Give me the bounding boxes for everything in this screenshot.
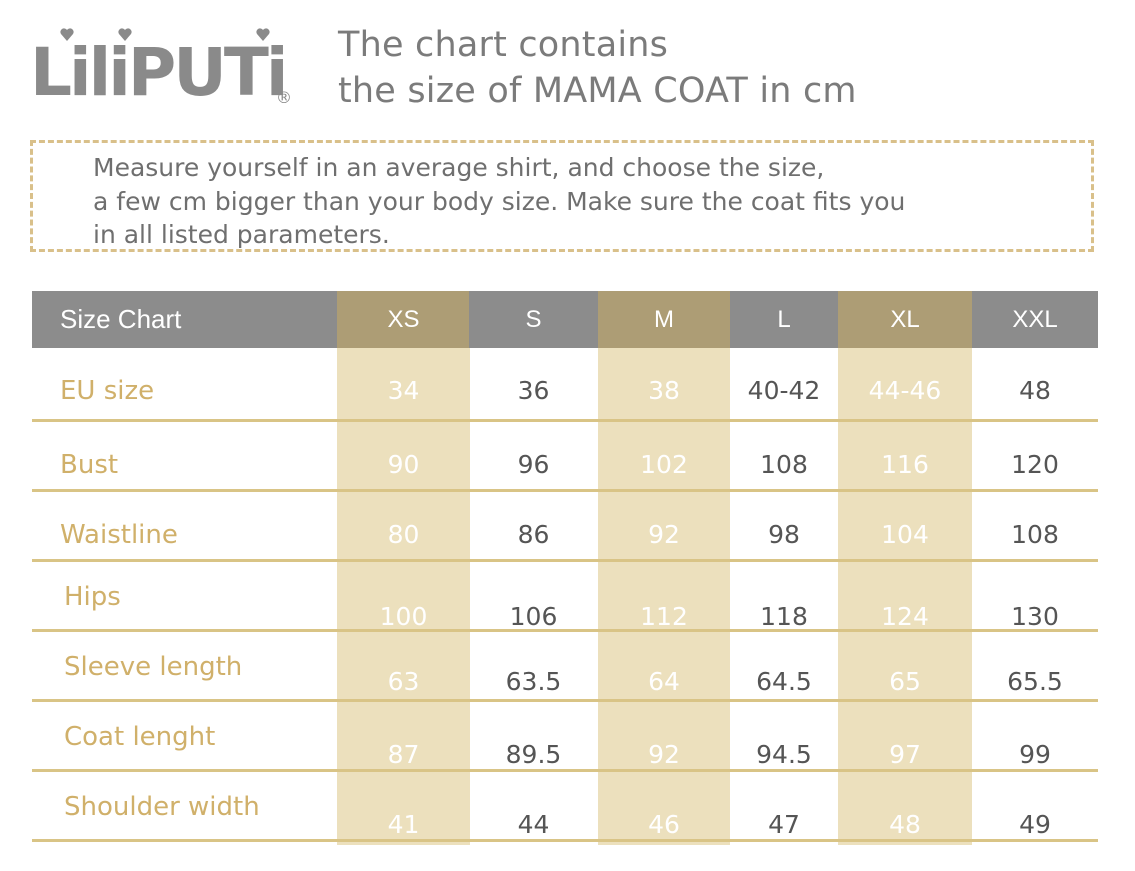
table-cell: 89.5 <box>505 740 562 769</box>
row-label: Bust <box>60 450 119 480</box>
table-cell: 97 <box>889 740 921 769</box>
row-label: Hips <box>64 582 121 612</box>
table-cell: 63 <box>387 667 420 696</box>
table-cell: 92 <box>648 740 680 769</box>
table-cell: 65 <box>889 667 921 696</box>
note-line-2: a few cm bigger than your body size. Mak… <box>93 186 906 216</box>
table-cell: 108 <box>1011 520 1059 549</box>
header-size-m: M <box>598 291 730 348</box>
table-cell: 64.5 <box>756 667 812 696</box>
page-title: The chart contains the size of MAMA COAT… <box>338 22 857 114</box>
table-cell: 96 <box>517 450 550 479</box>
table-cell: 100 <box>379 602 428 631</box>
row-divider <box>32 769 1098 772</box>
table-cell: 38 <box>648 376 680 405</box>
table-cell: 90 <box>387 450 420 479</box>
heart-icon <box>60 28 74 41</box>
heart-icon <box>256 28 270 41</box>
header-size-chart: Size Chart <box>32 291 337 348</box>
table-cell: 48 <box>1019 376 1051 405</box>
liliputi-logo: LiliPUTi <box>30 28 300 112</box>
registered-mark: ® <box>276 88 292 107</box>
table-cell: 92 <box>648 520 680 549</box>
table-cell: 65.5 <box>1007 667 1063 696</box>
logo-wordmark: LiliPUTi <box>30 34 289 111</box>
note-line-3: in all listed parameters. <box>93 220 390 249</box>
table-cell: 108 <box>760 450 808 479</box>
table-cell: 118 <box>760 602 808 631</box>
table-cell: 44-46 <box>868 376 942 405</box>
table-cell: 87 <box>387 740 420 769</box>
row-divider <box>32 489 1098 492</box>
row-label: Sleeve length <box>64 652 243 682</box>
table-cell: 86 <box>517 520 550 549</box>
header-size-xl: XL <box>838 291 972 348</box>
table-cell: 64 <box>648 667 680 696</box>
table-cell: 104 <box>881 520 929 549</box>
header-size-s: S <box>469 291 598 348</box>
table-cell: 98 <box>768 520 800 549</box>
table-cell: 124 <box>881 602 929 631</box>
table-cell: 44 <box>517 810 550 839</box>
row-divider <box>32 839 1098 842</box>
table-cell: 49 <box>1019 810 1051 839</box>
table-cell: 120 <box>1011 450 1059 479</box>
table-cell: 102 <box>640 450 688 479</box>
table-cell: 41 <box>387 810 420 839</box>
table-cell: 46 <box>648 810 680 839</box>
header-size-xxl: XXL <box>972 291 1098 348</box>
table-cell: 99 <box>1019 740 1051 769</box>
table-cell: 80 <box>387 520 420 549</box>
highlight-band-m <box>598 348 730 845</box>
measure-note-text: Measure yourself in an average shirt, an… <box>93 151 1093 252</box>
measure-note-box: Measure yourself in an average shirt, an… <box>30 140 1094 252</box>
highlight-band-xl <box>838 348 972 845</box>
table-cell: 40-42 <box>747 376 821 405</box>
table-cell: 130 <box>1011 602 1059 631</box>
table-cell: 47 <box>768 810 800 839</box>
title-line-1: The chart contains <box>338 25 669 65</box>
row-label: Waistline <box>60 520 178 550</box>
row-divider <box>32 699 1098 702</box>
header-size-xs: XS <box>337 291 470 348</box>
table-cell: 116 <box>881 450 929 479</box>
heart-icon <box>118 28 132 41</box>
size-chart-table: Size Chart XS S M L XL XXL EU size 34 36 38 40-42 44… <box>32 291 1098 845</box>
row-label: Shoulder width <box>64 792 260 822</box>
note-line-1: Measure yourself in an average shirt, an… <box>93 153 825 182</box>
row-divider <box>32 559 1098 562</box>
table-cell: 106 <box>509 602 558 631</box>
row-divider <box>32 419 1098 422</box>
table-cell: 48 <box>889 810 921 839</box>
header-size-l: L <box>730 291 838 348</box>
row-label: EU size <box>60 376 155 406</box>
row-label: Coat lenght <box>64 722 216 752</box>
title-line-2: the size of MAMA COAT in cm <box>338 71 857 111</box>
table-cell: 34 <box>387 376 420 405</box>
table-cell: 94.5 <box>756 740 812 769</box>
row-divider <box>32 629 1098 632</box>
table-cell: 112 <box>640 602 688 631</box>
table-cell: 63.5 <box>505 667 562 696</box>
table-cell: 36 <box>517 376 550 405</box>
highlight-band-xs <box>337 348 470 845</box>
